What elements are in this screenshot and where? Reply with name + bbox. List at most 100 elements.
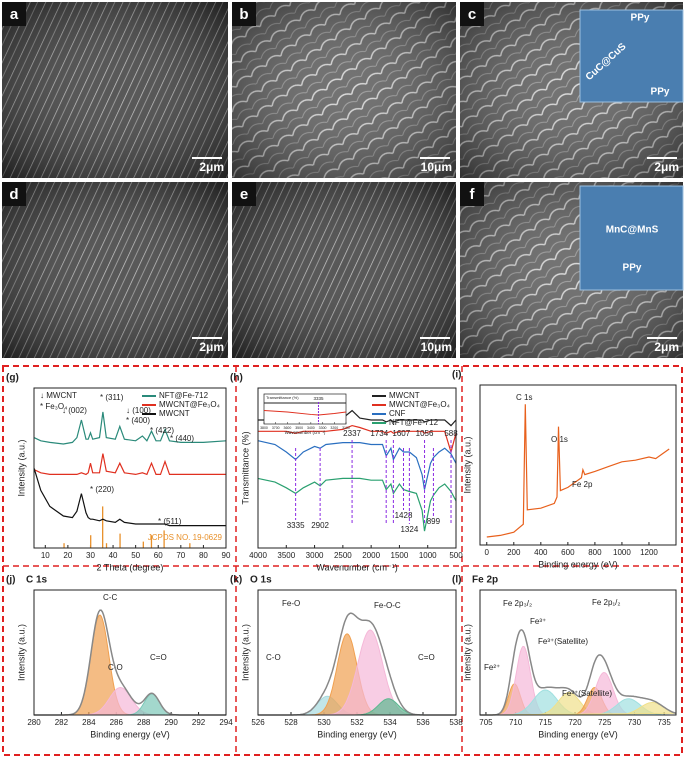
- chart: (h) 4000 3500 3000 2500 2000 1500 1000 500 Wavenu…: [230, 373, 463, 573]
- annotation: Fe 2p₁/₂: [592, 598, 620, 607]
- panel-label-box: [460, 182, 484, 206]
- scale-bar-label: 10μm: [421, 340, 452, 354]
- x-tick-label: 40: [109, 551, 118, 560]
- x-tick-label: 4000: [249, 551, 267, 560]
- peak-label: Fe-O-C: [374, 601, 401, 610]
- envelope: [480, 628, 677, 716]
- peak-label: C=O: [418, 653, 435, 662]
- plot-frame: [257, 387, 457, 549]
- panel-label: (i): [452, 370, 461, 381]
- sem-panel: b 10μm: [232, 2, 456, 178]
- peak-label: 2902: [311, 521, 329, 530]
- scale-bar-label: 2μm: [199, 160, 224, 174]
- x-tick-label: 20: [63, 551, 72, 560]
- x-tick-label: 2000: [362, 551, 380, 560]
- annotation: * (220): [90, 485, 114, 494]
- x-tick-label: 292: [192, 718, 206, 727]
- chart: (l) Fe 2p 705 710 715 720 725 730 735 Binding ene…: [452, 575, 677, 739]
- x-tick-label: 1200: [640, 548, 658, 557]
- x-tick-label: 528: [284, 718, 298, 727]
- x-tick-label: 80: [199, 551, 208, 560]
- x-tick-label: 800: [588, 548, 602, 557]
- x-tick-label: 3500: [277, 551, 295, 560]
- plot-frame: [257, 589, 457, 716]
- sem-shade: [232, 2, 456, 178]
- annotation: C 1s: [516, 393, 532, 402]
- y-axis-label: Intensity (a.u.): [16, 439, 26, 496]
- panel-label: b: [239, 6, 248, 23]
- series-line: [33, 411, 227, 445]
- annotation: Fe³⁺(Satellite): [562, 689, 612, 698]
- series-line: [258, 424, 457, 455]
- panel-label: (l): [452, 575, 461, 586]
- plot-frame: [479, 384, 677, 546]
- x-tick-label: 735: [657, 718, 671, 727]
- inset-tick-label: 3100: [342, 426, 350, 430]
- inset-line: [263, 410, 347, 416]
- annotation: * (422): [150, 426, 174, 435]
- annotation: * (311): [100, 393, 124, 402]
- panel-label: (k): [230, 575, 242, 586]
- scale-bar-label: 2μm: [654, 160, 679, 174]
- peak-label: C-C: [103, 593, 117, 602]
- sem-panel: f 2μm MnC@MnS PPy: [460, 182, 684, 358]
- inset-y-label: Transmittance (%): [266, 395, 299, 400]
- chart: (g) 10 20 30 40 50 60 70 80 90 2 Theta (degree) Int…: [6, 373, 231, 573]
- chart-title: Fe 2p: [472, 575, 498, 586]
- legend-label: MWCNT@Fe₃O₄: [389, 400, 450, 409]
- x-tick-label: 3000: [306, 551, 324, 560]
- x-axis-label: Binding energy (eV): [538, 559, 618, 569]
- inset-tick-label: 3800: [260, 426, 268, 430]
- x-tick-label: 730: [628, 718, 642, 727]
- annotation: Fe 2p: [572, 480, 593, 489]
- peak-label: C=O: [150, 653, 167, 662]
- x-tick-label: 10: [41, 551, 50, 560]
- x-axis-label: 2 Theta (degree): [97, 562, 164, 572]
- x-tick-label: 280: [27, 718, 41, 727]
- inset-image: [579, 185, 684, 291]
- legend-label: NFT@Fe-712: [159, 391, 209, 400]
- x-tick-label: 60: [154, 551, 163, 560]
- x-axis-label: Binding energy (eV): [90, 729, 170, 739]
- x-tick-label: 0: [485, 548, 490, 557]
- chart: (j) C 1s 280 282 284 286 288 290 292 294 Binding e…: [6, 575, 233, 740]
- chart-title: O 1s: [250, 575, 272, 586]
- panel-label-box: [460, 2, 484, 26]
- series-line: [33, 467, 226, 527]
- x-tick-label: 532: [350, 718, 364, 727]
- x-tick-label: 1000: [613, 548, 631, 557]
- sem-shade: [2, 182, 228, 358]
- inset-label: MnC@MnS: [606, 225, 659, 236]
- inset-label: PPy: [651, 87, 670, 98]
- peak-label: 899: [427, 517, 441, 526]
- charts: (g) 10 20 30 40 50 60 70 80 90 2 Theta (degree) Int…: [6, 370, 677, 740]
- plot-frame: [479, 589, 677, 716]
- x-tick-label: 288: [137, 718, 151, 727]
- x-tick-label: 286: [110, 718, 124, 727]
- panel-label-box: [2, 182, 26, 206]
- sem-shade: [2, 2, 228, 178]
- x-tick-label: 294: [219, 718, 233, 727]
- sem-panel: a 2μm: [2, 2, 228, 178]
- x-tick-label: 526: [251, 718, 265, 727]
- series-line: [257, 440, 457, 490]
- x-tick-label: 70: [176, 551, 185, 560]
- annotation: ↓ (002): [62, 406, 87, 415]
- series-line: [486, 404, 670, 538]
- annotation: ↓ (100): [126, 406, 151, 415]
- frame: [2, 365, 683, 756]
- inset-tick-label: 3500: [295, 426, 303, 430]
- series-line: [257, 477, 457, 532]
- x-tick-label: 500: [449, 551, 463, 560]
- annotation: ↓ MWCNT: [40, 391, 77, 400]
- x-tick-label: 710: [509, 718, 523, 727]
- panel-label: f: [470, 186, 476, 203]
- peak-label: Fe-O: [282, 599, 300, 608]
- sem-panel: e 10μm: [232, 182, 456, 358]
- x-tick-label: 600: [561, 548, 575, 557]
- x-tick-label: 50: [131, 551, 140, 560]
- chart-title: C 1s: [26, 575, 48, 586]
- inset-tick-label: 3300: [319, 426, 327, 430]
- x-tick-label: 534: [383, 718, 397, 727]
- legend-label: MWCNT: [389, 391, 420, 400]
